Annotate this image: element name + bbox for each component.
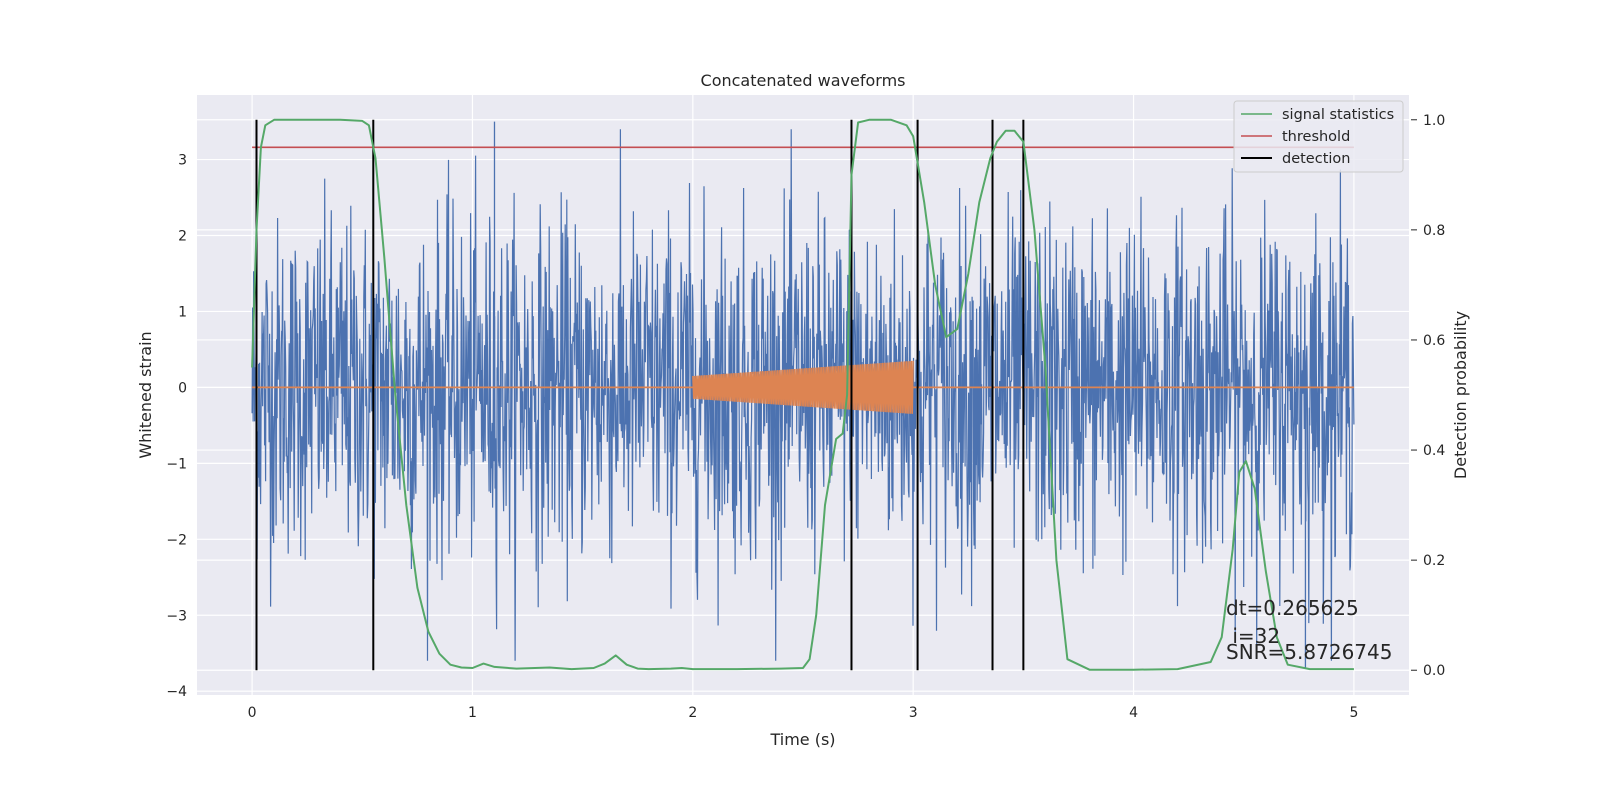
y-axis-label: Whitened strain: [136, 331, 155, 458]
template-chirp: [692, 360, 914, 414]
y2-axis-label: Detection probability: [1451, 311, 1470, 479]
x-tick-label: 5: [1349, 705, 1358, 721]
legend-label-signal-statistics: signal statistics: [1282, 107, 1394, 123]
template-layer: [252, 360, 1354, 414]
chart-title: Concatenated waveforms: [701, 71, 906, 90]
y-tick-label: −2: [166, 532, 187, 548]
x-tick-label: 1: [468, 705, 477, 721]
signal-statistics-line: [251, 118, 1354, 671]
y2-tick-label: 0.6: [1423, 333, 1445, 349]
x-tick-label: 0: [248, 705, 257, 721]
x-tick-label: 2: [688, 705, 697, 721]
annotation-index: i=32: [1226, 624, 1280, 648]
tick-layer: 0 1 2 3 4 5 3 2 1 0 −1 −2 −3 −4 1.0 0.8 0.6 0.4 0.2 0.0: [166, 113, 1445, 721]
legend-label-threshold: threshold: [1282, 129, 1350, 145]
y-tick-label: 2: [178, 229, 187, 245]
annotation-snr: SNR=5.8726745: [1226, 640, 1392, 664]
x-tick-label: 3: [909, 705, 918, 721]
y-tick-label: −1: [166, 456, 187, 472]
legend-box: [1233, 100, 1404, 173]
y2-tick-label: 0.2: [1423, 553, 1445, 569]
y-tick-label: 0: [178, 380, 187, 396]
y2-tick-label: 1.0: [1423, 113, 1445, 129]
y2-tick-label: 0.0: [1423, 663, 1445, 679]
y-tick-label: −3: [166, 608, 187, 624]
x-axis-label: Time (s): [769, 730, 835, 749]
legend-label-detection: detection: [1282, 151, 1350, 167]
y-tick-label: 1: [178, 304, 187, 320]
y2-tick-label: 0.8: [1423, 223, 1445, 239]
annotation-dt: dt=0.265625: [1226, 596, 1359, 620]
signal-statistics-layer: [251, 118, 1354, 671]
y2-tick-label: 0.4: [1423, 443, 1445, 459]
y-tick-label: −4: [166, 684, 187, 700]
legend: signal statistics threshold detection: [1233, 100, 1404, 173]
y-tick-label: 3: [178, 153, 187, 169]
x-tick-label: 4: [1129, 705, 1138, 721]
